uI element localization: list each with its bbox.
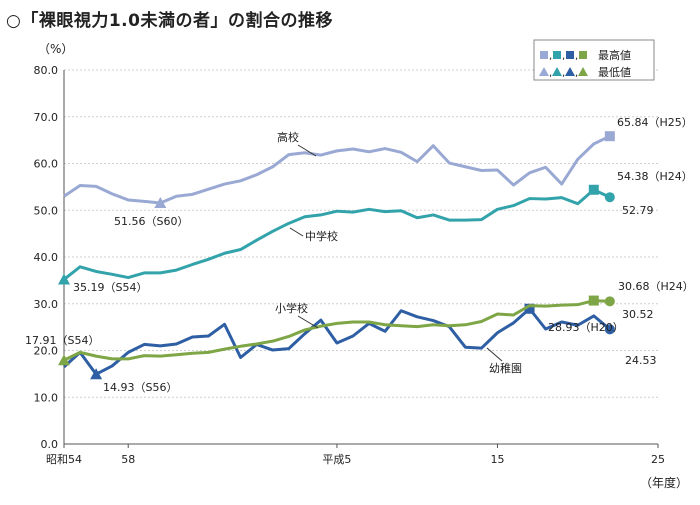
value-annotation: 24.53 — [625, 354, 657, 367]
min-marker-high — [154, 196, 167, 208]
last-marker-middle — [604, 192, 615, 203]
series-label-elementary: 小学校 — [275, 301, 308, 315]
y-tick-label: 70.0 — [34, 111, 59, 124]
value-annotation: 51.56（S60） — [114, 215, 188, 228]
y-axis-unit: （%） — [38, 42, 74, 56]
y-tick-label: 50.0 — [34, 204, 59, 217]
last-marker-elementary — [604, 324, 615, 335]
y-tick-label: 30.0 — [34, 298, 59, 311]
legend-label-min_label: 最低値 — [598, 66, 631, 79]
series-line-kinder — [63, 299, 610, 362]
legend-triangle-middle — [552, 67, 562, 76]
x-tick-label: 15 — [490, 453, 504, 466]
x-axis-unit: （年度） — [640, 476, 689, 490]
series-label-high: 高校 — [277, 130, 299, 144]
series-line-high — [63, 134, 611, 205]
series-label-middle: 中学校 — [305, 229, 338, 243]
legend-label-max_label: 最高値 — [598, 48, 631, 62]
max-marker-kinder — [588, 295, 599, 306]
max-marker-high — [604, 131, 615, 142]
legend-separator: , — [549, 51, 552, 62]
value-annotation: 28.93（H20） — [548, 321, 624, 334]
value-annotation: 30.68（H24） — [618, 280, 694, 293]
leader-line — [297, 144, 317, 157]
value-annotation: 54.38（H24） — [617, 170, 693, 183]
legend-separator: , — [562, 68, 565, 79]
value-annotation: 30.52 — [622, 308, 654, 321]
value-annotation: 35.19（S54） — [73, 281, 147, 294]
last-marker-kinder — [604, 296, 615, 307]
legend-square-high — [540, 51, 548, 59]
series-label-kinder: 幼稚園 — [489, 362, 522, 375]
x-tick-label: 昭和54 — [46, 453, 82, 466]
legend-triangle-kinder — [578, 67, 588, 76]
y-tick-label: 10.0 — [34, 391, 59, 404]
y-tick-label: 80.0 — [34, 64, 59, 77]
x-tick-label: 58 — [121, 453, 135, 466]
legend-separator: , — [562, 51, 565, 62]
min-marker-elementary — [90, 368, 103, 380]
y-tick-label: 60.0 — [34, 158, 59, 171]
max-marker-elementary — [524, 303, 535, 314]
y-tick-label: 20.0 — [34, 345, 59, 358]
legend-separator: , — [575, 51, 578, 62]
legend-triangle-high — [539, 67, 549, 76]
value-annotation: 65.84（H25） — [617, 116, 693, 129]
max-marker-middle — [588, 184, 599, 195]
y-tick-label: 0.0 — [41, 438, 59, 451]
value-annotation: 14.93（S56） — [103, 381, 177, 394]
legend-separator: , — [549, 68, 552, 79]
legend-triangle-elementary — [565, 67, 575, 76]
legend-separator: , — [575, 68, 578, 79]
series-line-middle — [63, 188, 611, 281]
min-marker-kinder — [58, 354, 70, 366]
legend-square-middle — [553, 51, 561, 59]
leader-line — [486, 347, 503, 362]
legend-square-elementary — [566, 51, 574, 59]
leader-line — [289, 227, 304, 237]
leader-line — [297, 315, 319, 329]
min-marker-middle — [58, 273, 70, 285]
value-annotation: 17.91（S54） — [25, 334, 99, 347]
y-tick-label: 40.0 — [34, 251, 59, 264]
x-tick-label: 25 — [651, 453, 665, 466]
value-annotation: 52.79 — [622, 204, 654, 217]
series-line-elementary — [62, 307, 611, 376]
chart-title: ○「裸眼視力1.0未満の者」の割合の推移 — [6, 11, 333, 31]
x-tick-label: 平成5 — [322, 453, 351, 466]
legend-square-kinder — [579, 51, 587, 59]
